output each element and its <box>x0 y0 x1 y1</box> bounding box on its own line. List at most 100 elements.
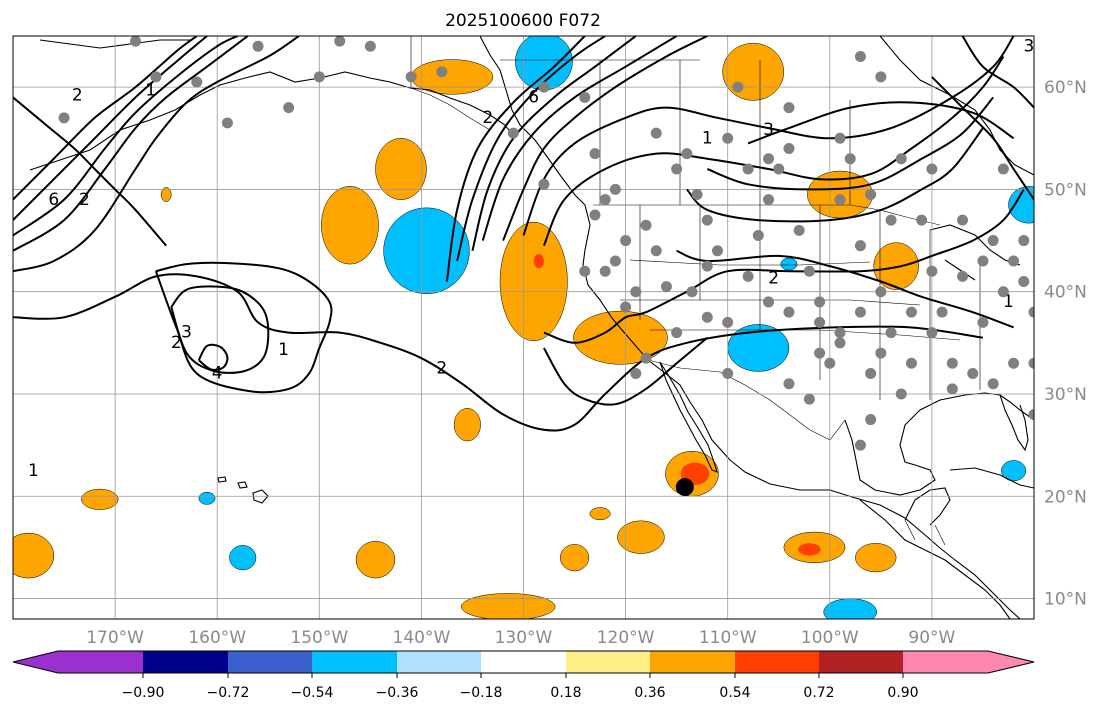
station-dot-51 <box>895 153 907 165</box>
positive-anomaly-area-7 <box>722 42 785 101</box>
longitude-labels: 170°W 160°W 150°W 140°W 130°W 120°W 110°W 100°W… <box>86 628 955 648</box>
station-dot-69 <box>1069 511 1080 522</box>
station-dot-5 <box>252 40 264 52</box>
station-dot-72 <box>834 337 846 349</box>
station-dot-70 <box>854 439 866 451</box>
station-dot-110 <box>722 132 734 144</box>
station-dot-92 <box>967 368 979 380</box>
lat-tick-label: 60°N <box>1044 78 1087 98</box>
station-dot-32 <box>711 245 723 257</box>
station-dot-42 <box>803 265 815 277</box>
station-dot-105 <box>997 163 1009 175</box>
station-dot-41 <box>793 224 805 236</box>
station-dot-75 <box>783 378 795 390</box>
contour-line-4-4 <box>13 36 239 237</box>
colorbar-swatch-8 <box>735 651 819 673</box>
strong-positive-anomaly-area-2 <box>533 253 544 269</box>
station-dot-1 <box>130 36 142 47</box>
positive-anomaly-area-21 <box>617 520 665 554</box>
negative-anomaly-area-15 <box>229 545 257 571</box>
colorbar-tick-label: 0.18 <box>550 685 581 701</box>
station-dot-18 <box>599 194 611 206</box>
station-dot-37 <box>763 194 775 206</box>
station-dot-2 <box>150 71 162 83</box>
contour-label-14: 6 <box>48 190 59 210</box>
station-dot-66 <box>1039 373 1050 384</box>
station-dot-21 <box>620 235 632 247</box>
station-dot-44 <box>824 357 836 369</box>
station-dot-93 <box>987 378 999 390</box>
station-layer <box>58 36 1080 522</box>
contour-label-8: 2 <box>482 108 493 128</box>
station-dot-36 <box>752 229 764 241</box>
lon-tick-label: 160°W <box>188 628 246 648</box>
station-dot-10 <box>405 71 417 83</box>
lat-tick-label: 20°N <box>1044 487 1087 507</box>
positive-anomaly-area-19 <box>460 593 556 619</box>
contour-line-2-18 <box>542 55 1005 247</box>
station-dot-89 <box>905 357 917 369</box>
station-dot-43 <box>814 316 826 328</box>
station-dot-108 <box>854 50 866 62</box>
station-dot-112 <box>1028 357 1034 369</box>
contour-label-2: 1 <box>702 128 713 148</box>
positive-anomaly-area-3 <box>375 138 427 200</box>
coastline-central-america <box>859 499 1011 619</box>
station-dot-111 <box>1039 317 1050 328</box>
contour-line-4-9 <box>197 343 229 371</box>
lat-tick-label: 30°N <box>1044 385 1087 405</box>
station-dot-60 <box>997 286 1009 298</box>
station-dot-98 <box>814 347 826 359</box>
contour-line-2-23 <box>931 76 1034 201</box>
contour-line-3-20 <box>706 96 994 191</box>
station-dot-61 <box>1008 255 1020 267</box>
contour-label-0: 1 <box>145 80 156 100</box>
contour-line-2-2 <box>13 36 300 273</box>
contour-line-1-0 <box>13 273 984 432</box>
station-dot-90 <box>926 327 938 339</box>
station-dot-79 <box>701 311 713 323</box>
station-dot-27 <box>681 148 693 160</box>
station-dot-85 <box>599 265 611 277</box>
contour-line-2-10 <box>543 188 1025 344</box>
positive-anomaly-area-22 <box>589 507 611 521</box>
contour-label-7: 2 <box>436 359 447 379</box>
colorbar-swatch-9 <box>819 651 903 673</box>
contour-line-2-19 <box>686 127 984 223</box>
station-dot-78 <box>722 368 734 380</box>
station-dot-13 <box>538 178 550 190</box>
station-dot-76 <box>763 296 775 308</box>
colorbar-swatch-0 <box>58 651 143 673</box>
border-us-mexico <box>647 359 846 441</box>
station-dot-102 <box>987 235 999 247</box>
negative-anomaly-area-25 <box>823 598 878 619</box>
positive-anomaly-area-27 <box>160 187 172 202</box>
station-dot-95 <box>905 306 917 318</box>
contour-line-1-1 <box>13 96 167 247</box>
colorbar-swatch-5 <box>481 651 566 673</box>
station-dot-40 <box>783 143 795 155</box>
station-dot-17 <box>589 209 601 221</box>
negative-anomaly-area-4 <box>383 207 470 294</box>
station-dot-52 <box>895 388 907 400</box>
colorbar-tick-label: −0.72 <box>207 685 250 701</box>
contour-label-15: 6 <box>528 87 539 107</box>
station-dot-12 <box>507 127 519 139</box>
station-dot-74 <box>783 306 795 318</box>
border-mexico-central <box>904 519 946 546</box>
contour-line-3-3 <box>13 36 249 252</box>
positive-anomaly-area-6 <box>573 310 668 365</box>
station-dot-11 <box>436 66 448 78</box>
coastline-baja-california <box>659 361 718 473</box>
coastline-cuba <box>949 467 1034 489</box>
contour-label-13: 4 <box>212 364 223 384</box>
station-dot-28 <box>691 189 703 201</box>
contour-line-3-8 <box>170 285 270 374</box>
station-dot-25 <box>650 127 662 139</box>
coastline-hawaii-maui <box>237 481 248 489</box>
contour-line-2-7 <box>154 261 333 394</box>
lon-tick-label: 100°W <box>801 628 859 648</box>
station-dot-29 <box>701 260 713 272</box>
